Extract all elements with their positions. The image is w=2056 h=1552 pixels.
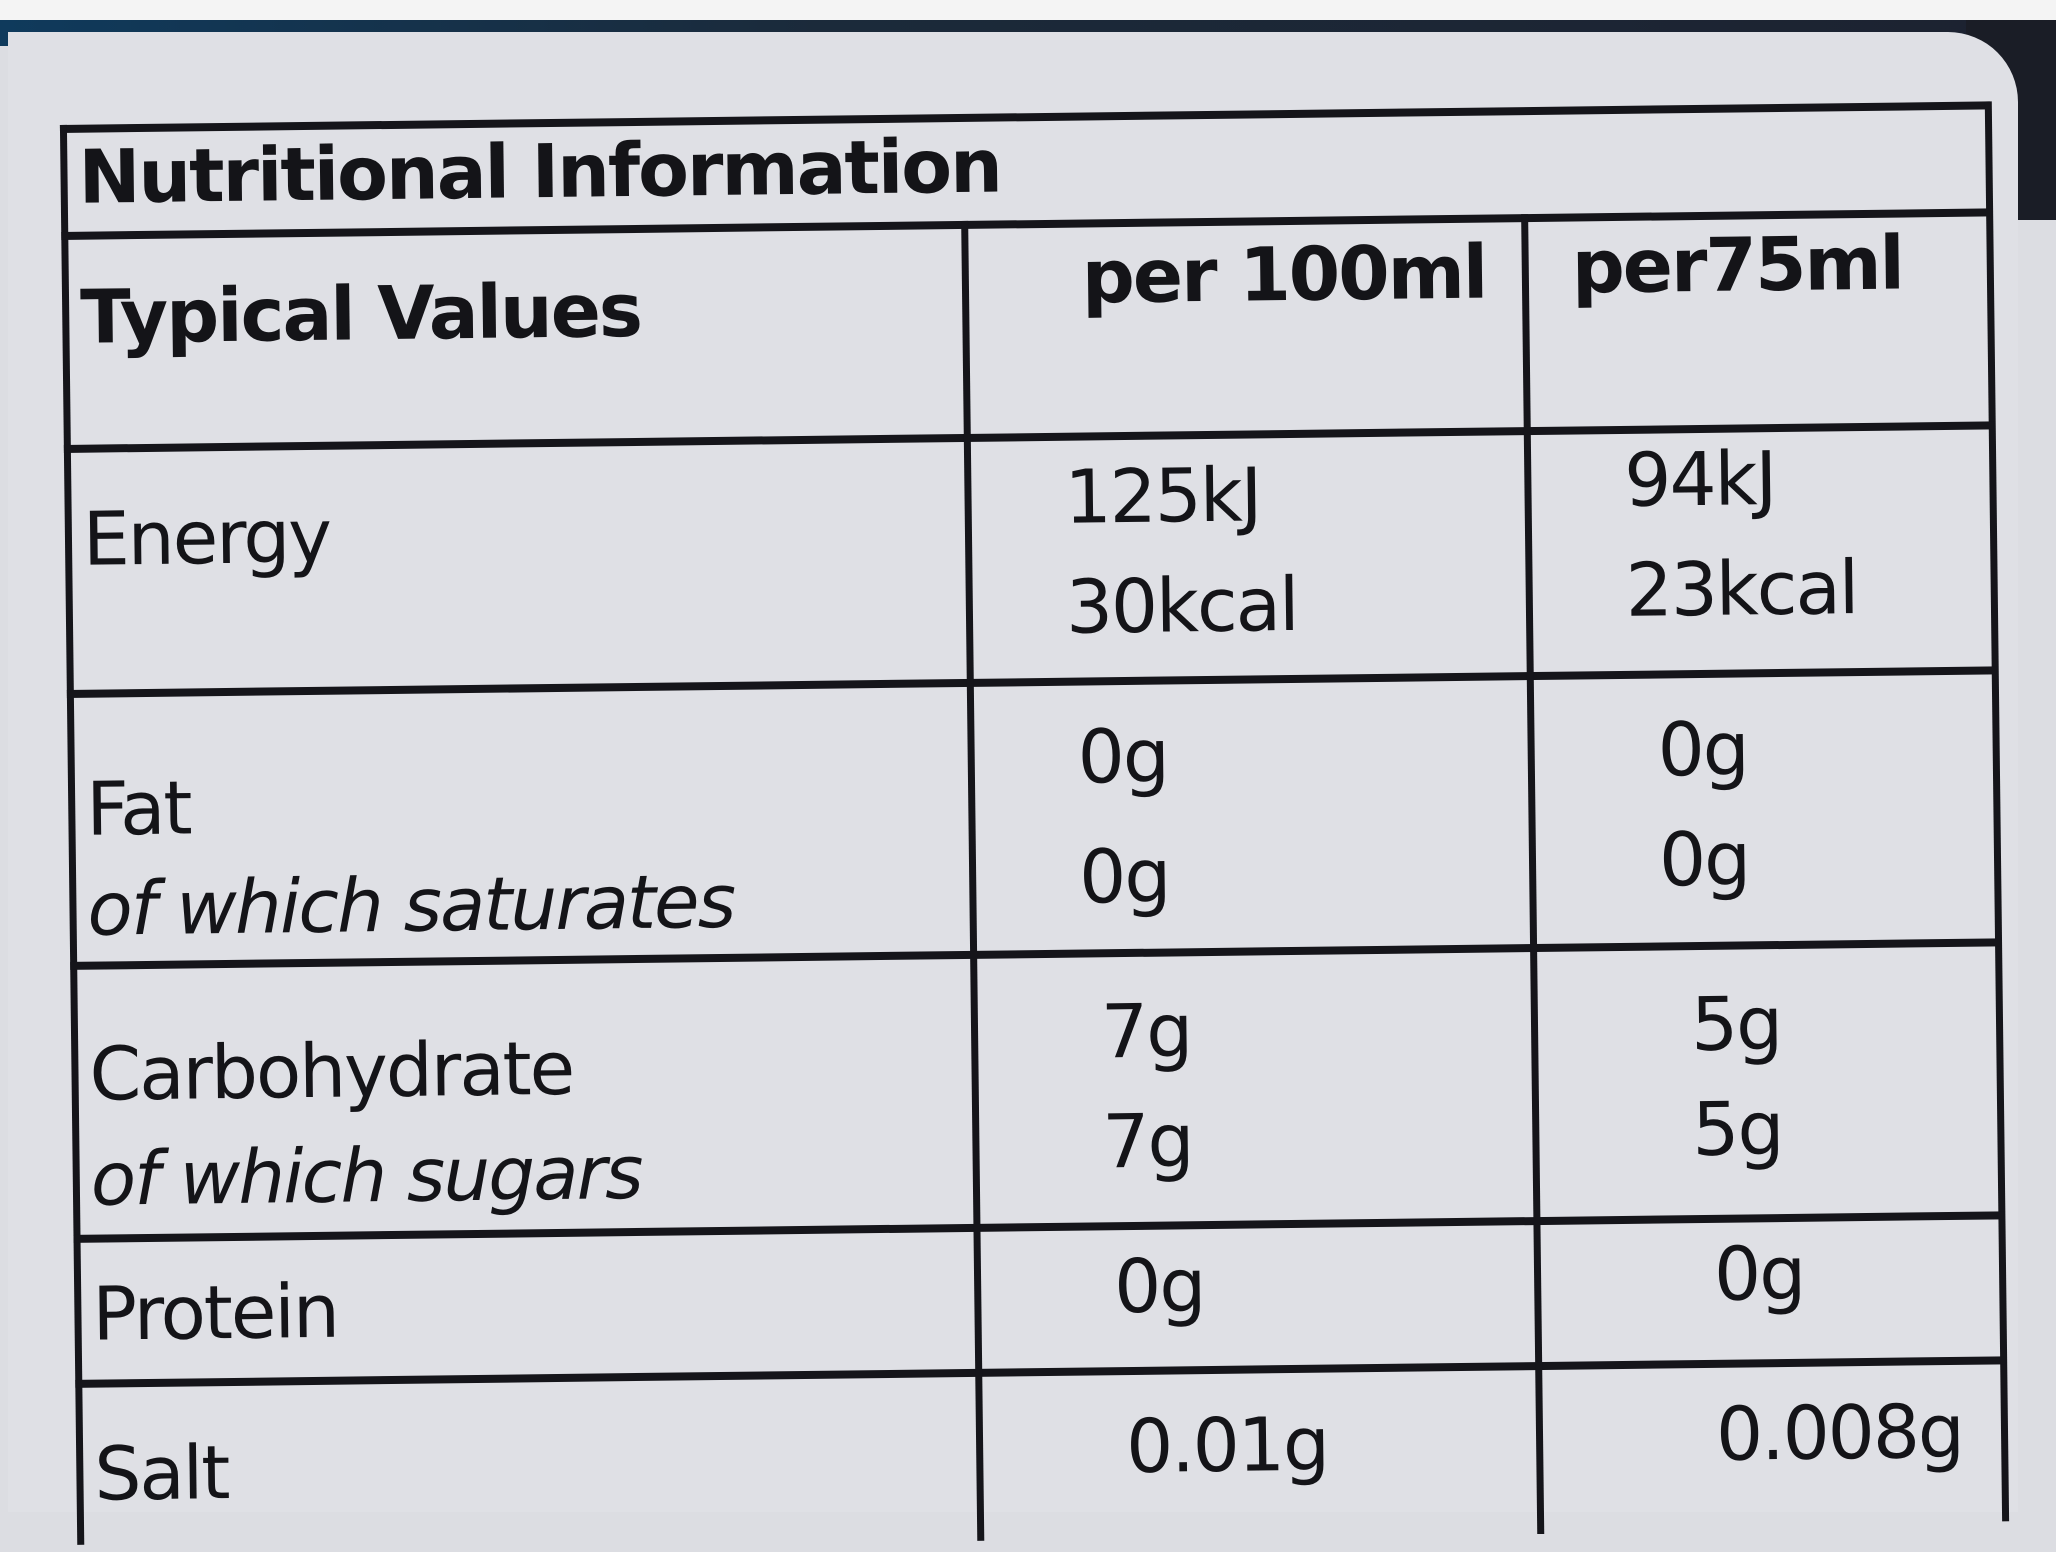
row-label-sugars: of which sugars [90,1129,642,1223]
row-label-fat: Fat [85,765,191,853]
saturates-per75: 0g [1658,816,1750,904]
protein-per75: 0g [1713,1230,1805,1318]
energy-per75-kcal: 23kcal [1625,545,1858,634]
saturates-per100: 0g [1078,833,1170,921]
top-border [0,0,2056,20]
row-label-salt: Salt [93,1430,229,1518]
row-label-saturates: of which saturates [86,858,735,953]
salt-per75: 0.008g [1715,1388,1964,1478]
nutrition-table: Nutritional Information Typical Values p… [59,26,2010,1545]
fat-per75: 0g [1657,706,1749,794]
nutrition-label [8,32,2018,1512]
table-top-border [59,101,1990,133]
header-per-100ml: per 100ml [1081,229,1487,321]
carbohydrate-per75: 5g [1690,981,1782,1069]
energy-per100-kcal: 30kcal [1065,561,1299,651]
sugars-per75: 5g [1691,1086,1783,1174]
row-label-carbohydrate: Carbohydrate [88,1025,574,1118]
header-per-75ml: per75ml [1571,220,1904,311]
carbohydrate-per100: 7g [1100,988,1192,1076]
column-divider [1521,214,1545,1535]
sugars-per100: 7g [1101,1098,1194,1186]
protein-per100: 0g [1113,1243,1205,1331]
row-divider [75,1356,2006,1388]
energy-per100-kj: 125kJ [1064,452,1261,541]
energy-per75-kj: 94kJ [1623,436,1776,524]
table-title: Nutritional Information [78,123,1002,221]
header-typical-values: Typical Values [79,267,642,361]
row-label-energy: Energy [82,493,331,583]
salt-per100: 0.01g [1125,1401,1329,1491]
row-divider [66,666,1997,698]
fat-per100: 0g [1077,713,1169,801]
row-label-protein: Protein [91,1268,339,1358]
column-divider [961,220,985,1541]
